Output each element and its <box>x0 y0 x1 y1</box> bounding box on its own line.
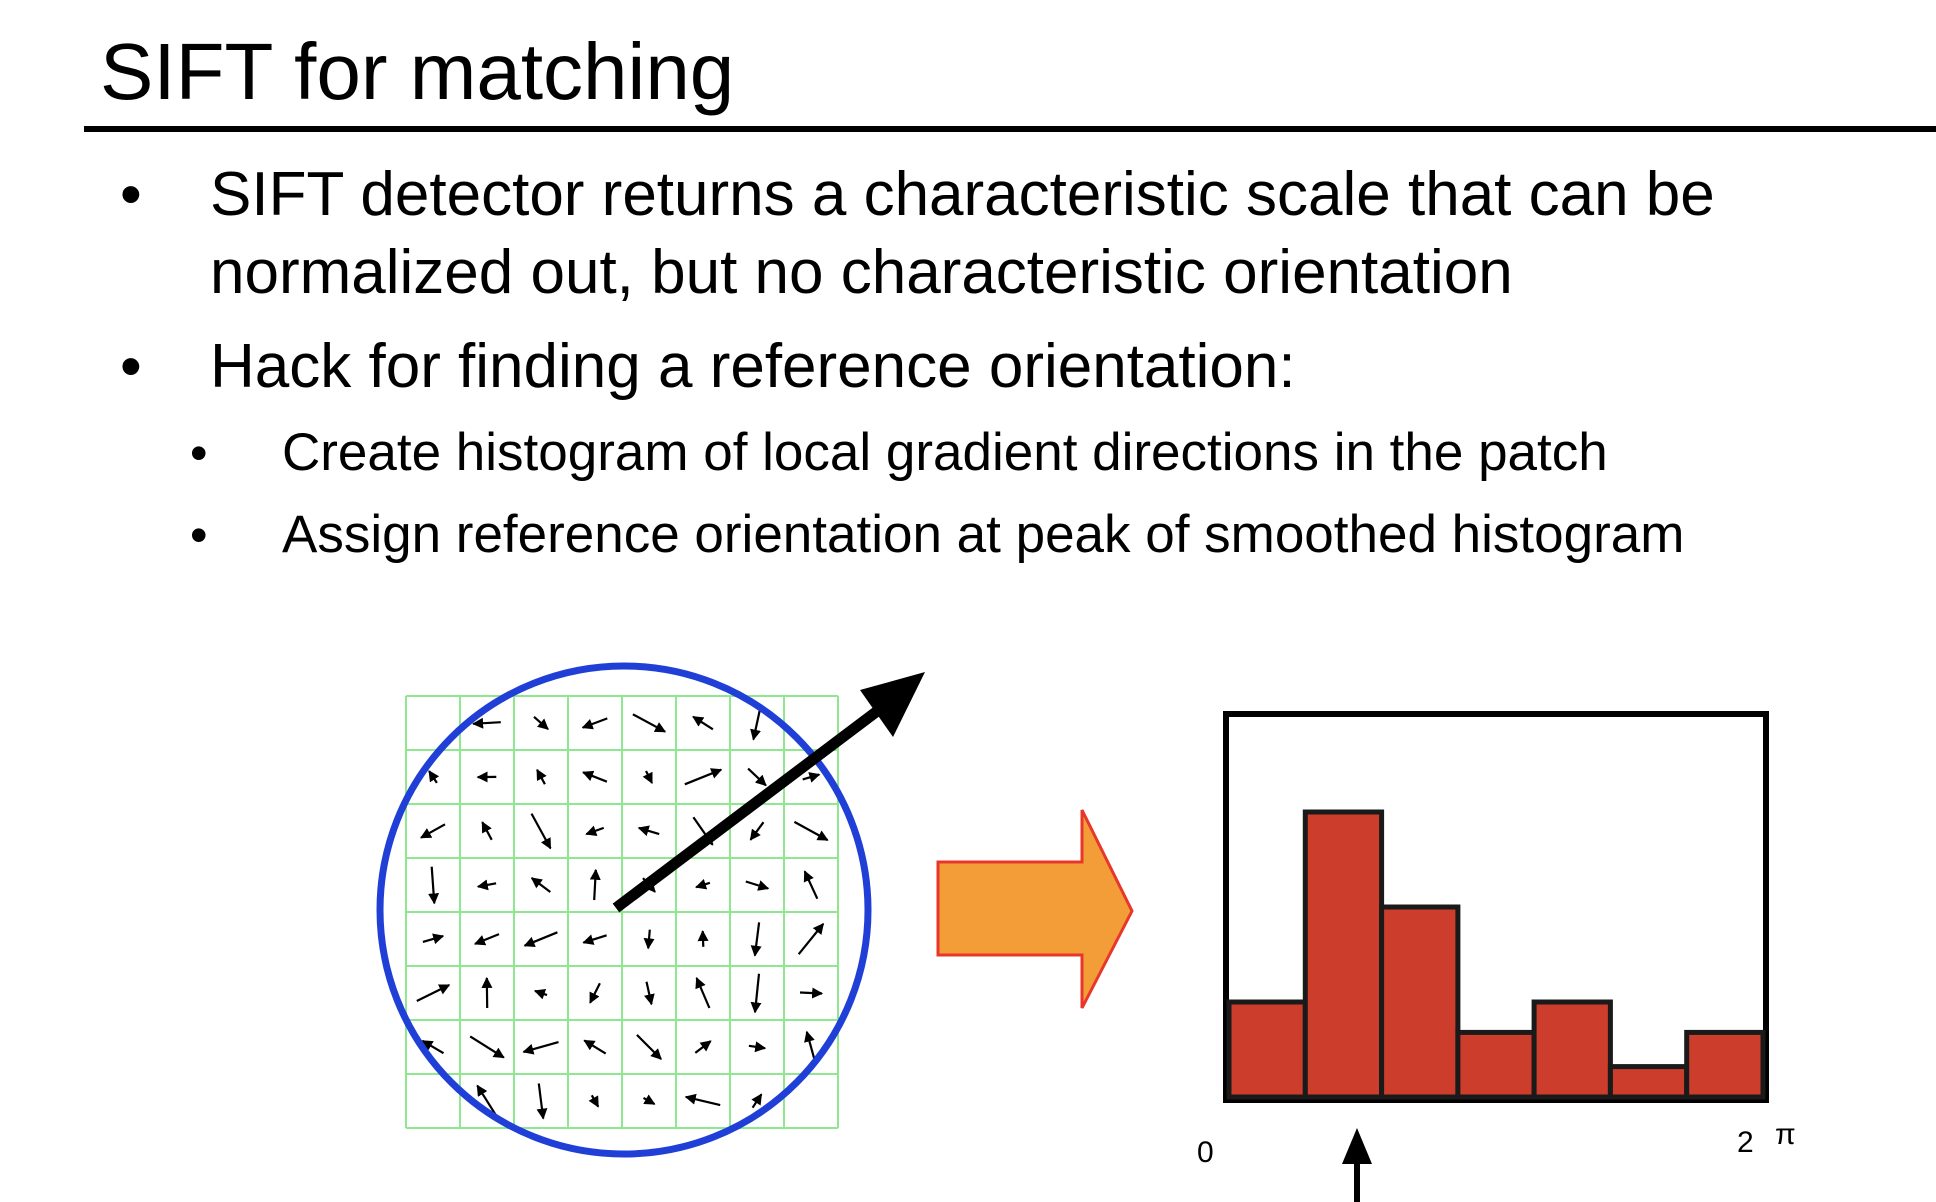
bullet-continuation: normalized out, but no characteristic or… <box>210 234 1513 312</box>
bullet-text-line: Hack for finding a reference orientation… <box>210 332 1296 401</box>
histogram-bar <box>1379 904 1461 1100</box>
gradient-arrow <box>632 713 667 733</box>
title-divider <box>84 126 1936 132</box>
gradient-arrow <box>802 772 821 783</box>
gradient-arrow <box>749 821 765 841</box>
bullet-text-line: SIFT detector returns a characteristic s… <box>210 160 1715 229</box>
gradient-arrow <box>472 717 501 729</box>
gradient-arrow <box>428 866 440 905</box>
gradient-arrow <box>589 982 601 1004</box>
histogram-frame <box>1223 711 1769 1103</box>
gradient-arrow <box>750 922 762 957</box>
histogram-bar <box>1455 1029 1537 1100</box>
gradient-arrow <box>747 767 767 787</box>
histogram-bars <box>1226 809 1766 1100</box>
patch-grid <box>405 695 839 1129</box>
slide-title: SIFT for matching <box>100 27 735 116</box>
gradient-arrow <box>793 820 829 842</box>
bullet-marker: • <box>120 160 142 229</box>
peak-indicator-arrow <box>1342 1128 1372 1202</box>
subbullet-item: • Assign reference orientation at peak o… <box>190 500 1685 570</box>
gradient-arrow <box>684 1093 721 1107</box>
gradient-arrow <box>582 934 607 945</box>
histogram-bar <box>1684 1029 1766 1100</box>
gradient-arrow <box>523 931 558 948</box>
histogram-bar <box>1226 999 1308 1100</box>
gradient-arrow <box>416 984 451 1002</box>
histogram-bar <box>1607 1064 1690 1100</box>
pi-symbol: π <box>1775 1118 1796 1151</box>
gradient-patch <box>376 662 925 1158</box>
gradient-arrow <box>803 870 819 900</box>
gradient-arrow <box>533 988 548 1000</box>
gradient-arrow <box>522 1041 559 1055</box>
gradient-arrow <box>473 933 500 946</box>
gradient-arrow <box>582 770 608 783</box>
gradient-arrow <box>476 879 497 891</box>
subbullet-marker: • <box>190 507 208 563</box>
gradient-arrow <box>695 976 711 1009</box>
gradient-arrow <box>588 1094 600 1108</box>
histogram-x-start-label: 0 <box>1197 1136 1214 1169</box>
gradient-arrow <box>530 877 551 893</box>
subbullet-text: Create histogram of local gradient direc… <box>282 423 1608 482</box>
transition-arrow <box>936 809 1134 1009</box>
gradient-arrow <box>636 1034 662 1060</box>
gradient-arrow <box>589 868 601 901</box>
gradient-arrow <box>428 770 440 784</box>
dominant-orientation-arrow <box>612 672 925 913</box>
bullet-item: • Hack for finding a reference orientati… <box>120 328 1296 406</box>
gradient-arrows <box>416 706 829 1120</box>
orientation-histogram <box>1223 711 1769 1202</box>
subbullet-marker: • <box>190 425 208 481</box>
gradient-arrow <box>804 1030 817 1063</box>
gradient-arrow <box>469 1035 505 1059</box>
histogram-bar <box>1302 809 1385 1100</box>
gradient-arrow <box>748 1041 767 1053</box>
gradient-arrow <box>751 1093 763 1109</box>
gradient-arrow <box>536 1083 548 1120</box>
gradient-arrow <box>583 1039 607 1055</box>
gradient-arrow <box>643 981 655 1006</box>
patch-circle <box>376 662 872 1158</box>
gradient-arrow <box>530 813 552 850</box>
gradient-arrow <box>581 717 608 730</box>
gradient-arrow <box>476 1084 498 1117</box>
gradient-arrow <box>642 770 653 784</box>
gradient-arrow <box>692 715 714 731</box>
gradient-arrow <box>585 825 605 836</box>
gradient-arrow <box>799 987 824 999</box>
gradient-arrow <box>697 930 709 947</box>
gradient-arrow <box>481 821 493 841</box>
gradient-arrow <box>637 825 660 837</box>
bullet-text-line: normalized out, but no characteristic or… <box>210 238 1513 307</box>
gradient-arrow <box>422 933 445 945</box>
gradient-arrow <box>695 878 711 890</box>
gradient-arrow <box>797 922 825 955</box>
subbullet-item: • Create histogram of local gradient dir… <box>190 418 1608 488</box>
histogram-bar <box>1531 999 1613 1100</box>
gradient-arrow <box>684 768 723 786</box>
gradient-arrow <box>643 929 655 950</box>
gradient-arrow <box>745 880 770 891</box>
gradient-arrow <box>750 973 762 1014</box>
histogram-x-end-label: 2 <box>1737 1126 1754 1159</box>
gradient-arrow <box>642 1094 656 1106</box>
gradient-arrow <box>536 768 547 785</box>
gradient-arrow <box>694 1040 712 1054</box>
gradient-arrow <box>420 823 446 839</box>
bullet-item: • SIFT detector returns a characteristic… <box>120 156 1715 234</box>
subbullet-text: Assign reference orientation at peak of … <box>282 505 1685 564</box>
gradient-arrow <box>421 1039 445 1055</box>
gradient-arrow <box>750 706 762 741</box>
bullet-marker: • <box>120 332 142 401</box>
gradient-arrow <box>533 715 549 731</box>
